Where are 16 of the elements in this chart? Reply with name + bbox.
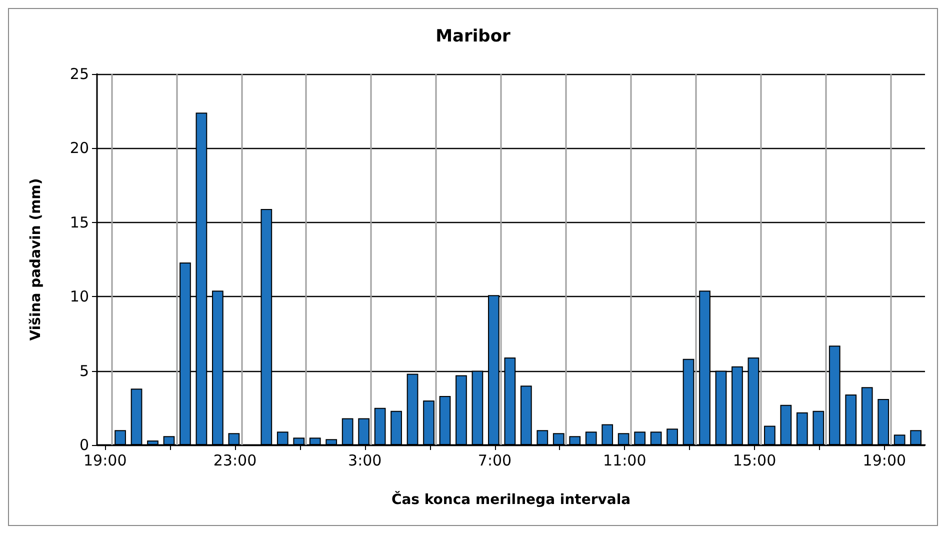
y-tick-label: 5 [79, 362, 89, 380]
x-tick-label: 11:00 [603, 452, 646, 470]
y-tick-label: 20 [70, 139, 89, 158]
y-tick-label: 15 [70, 213, 89, 232]
chart-title: Maribor [436, 26, 512, 46]
y-tick-label: 0 [79, 436, 89, 454]
x-tick-label: 15:00 [732, 452, 776, 470]
y-tick-label: 25 [70, 65, 89, 83]
x-tick-label: 7:00 [478, 452, 512, 470]
y-tick-label: 10 [70, 288, 89, 306]
x-tick-label: 23:00 [213, 452, 257, 470]
y-axis-title: Višina padavin (mm) [28, 178, 44, 341]
x-tick-label: 3:00 [348, 452, 382, 470]
x-tick-label: 19:00 [862, 452, 906, 470]
x-tick-label: 19:00 [84, 452, 127, 470]
x-axis-title: Čas konca merilnega intervala [391, 491, 631, 508]
